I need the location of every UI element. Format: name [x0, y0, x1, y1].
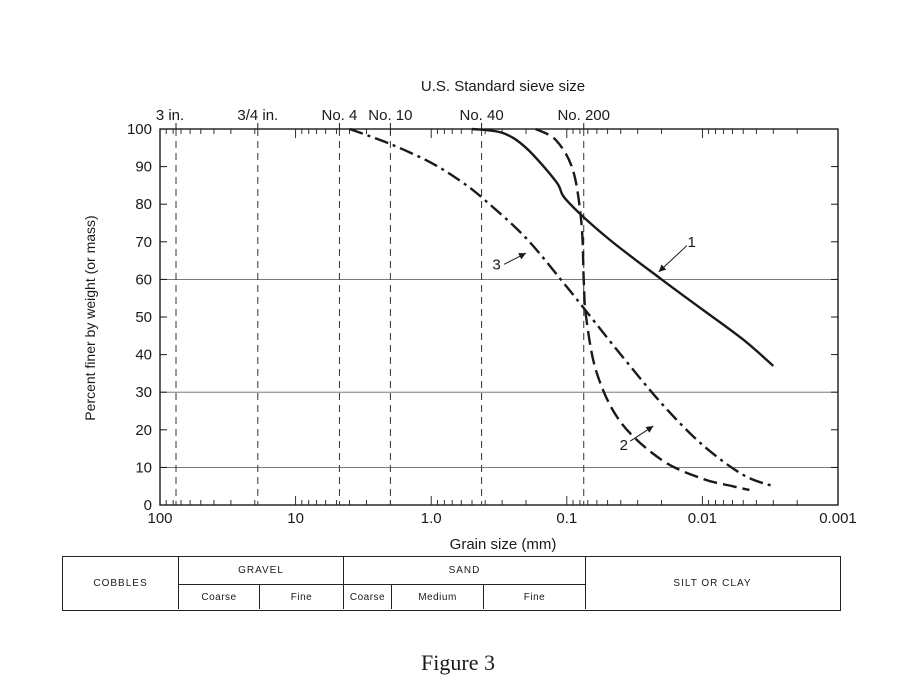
gravel-header: GRAVEL: [179, 557, 344, 585]
sand-coarse-cell: Coarse: [344, 585, 392, 609]
curve-label-3: 3: [492, 256, 500, 273]
sieve-label: 3 in.: [156, 107, 184, 124]
y-axis-title: Percent finer by weight (or mass): [82, 215, 98, 420]
y-tick-label: 100: [127, 121, 152, 138]
x-tick-label: 100: [147, 510, 172, 527]
gravel-fine-cell: Fine: [260, 585, 344, 609]
x-tick-label: 10: [287, 510, 304, 527]
x-tick-label: 1.0: [421, 510, 442, 527]
y-tick-label: 50: [135, 309, 152, 326]
curve-label-1: 1: [687, 234, 695, 251]
silt-clay-cell: SILT OR CLAY: [673, 577, 752, 589]
top-axis-title: U.S. Standard sieve size: [421, 78, 585, 95]
y-tick-label: 30: [135, 384, 152, 401]
curve-arrowhead: [518, 253, 526, 260]
y-tick-label: 20: [135, 422, 152, 439]
y-tick-label: 90: [135, 159, 152, 176]
x-tick-label: 0.001: [819, 510, 857, 527]
y-tick-label: 70: [135, 234, 152, 251]
x-tick-label: 0.1: [556, 510, 577, 527]
series-3-line: [349, 127, 774, 488]
plot-frame: [159, 128, 839, 506]
cobbles-cell: COBBLES: [63, 557, 179, 609]
sand-medium-cell: Medium: [392, 585, 484, 609]
series-1-line: [471, 127, 775, 367]
sieve-label: 3/4 in.: [237, 107, 278, 124]
y-tick-label: 60: [135, 271, 152, 288]
sieve-label: No. 10: [368, 107, 412, 124]
sand-header: SAND: [344, 557, 586, 585]
curve-label-2: 2: [620, 437, 628, 454]
sieve-label: No. 200: [557, 107, 610, 124]
curve-arrowhead: [645, 426, 654, 433]
y-tick-label: 10: [135, 459, 152, 476]
series-2-line: [535, 127, 750, 492]
y-tick-label: 40: [135, 347, 152, 364]
y-tick-label: 80: [135, 196, 152, 213]
x-axis-title: Grain size (mm): [450, 536, 557, 553]
figure-caption: Figure 3: [421, 650, 495, 675]
sieve-label: No. 40: [459, 107, 503, 124]
sieve-label: No. 4: [322, 107, 358, 124]
soil-classification-table: COBBLES GRAVEL Coarse Fine SAND Coarse M…: [62, 556, 841, 611]
sand-fine-cell: Fine: [484, 585, 586, 609]
gravel-coarse-cell: Coarse: [179, 585, 260, 609]
curve-arrowhead: [658, 264, 667, 272]
x-tick-label: 0.01: [688, 510, 717, 527]
y-tick-label: 0: [144, 497, 152, 514]
